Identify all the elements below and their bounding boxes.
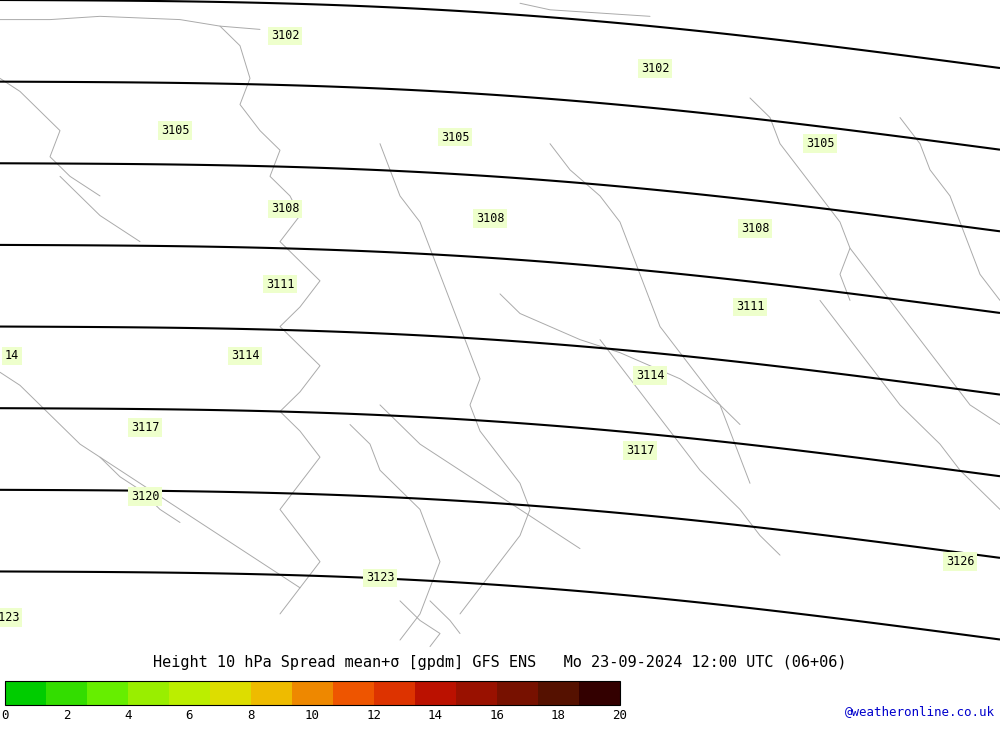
Text: 0: 0 <box>1 709 9 722</box>
Bar <box>333 681 374 705</box>
Bar <box>579 681 620 705</box>
Text: 3108: 3108 <box>271 202 299 216</box>
Bar <box>456 681 497 705</box>
Text: 4: 4 <box>124 709 132 722</box>
Bar <box>251 681 292 705</box>
Text: 3108: 3108 <box>476 213 504 225</box>
Text: 3117: 3117 <box>626 444 654 457</box>
Text: 8: 8 <box>247 709 255 722</box>
Text: 16: 16 <box>490 709 505 722</box>
Text: 3114: 3114 <box>636 369 664 382</box>
Text: 3105: 3105 <box>441 130 469 144</box>
Bar <box>415 681 456 705</box>
Text: 3120: 3120 <box>131 490 159 503</box>
Bar <box>538 681 579 705</box>
Text: 18: 18 <box>551 709 566 722</box>
Bar <box>46 681 87 705</box>
Text: 14: 14 <box>428 709 443 722</box>
Text: 10: 10 <box>305 709 320 722</box>
Text: 3111: 3111 <box>736 301 764 314</box>
Text: 20: 20 <box>612 709 628 722</box>
Bar <box>128 681 169 705</box>
Bar <box>87 681 128 705</box>
Bar <box>374 681 415 705</box>
Bar <box>292 681 333 705</box>
Text: @weatheronline.co.uk: @weatheronline.co.uk <box>845 705 995 718</box>
Text: 3102: 3102 <box>641 62 669 75</box>
Bar <box>5 681 46 705</box>
Text: 3102: 3102 <box>271 29 299 43</box>
Text: 6: 6 <box>186 709 193 722</box>
Text: 3108: 3108 <box>741 222 769 235</box>
Bar <box>169 681 210 705</box>
Text: 14: 14 <box>5 350 19 362</box>
Text: 12: 12 <box>366 709 382 722</box>
Text: 3123: 3123 <box>0 611 19 624</box>
Text: 3105: 3105 <box>161 124 189 137</box>
Text: 3114: 3114 <box>231 350 259 362</box>
Text: 3105: 3105 <box>806 137 834 150</box>
Bar <box>5 681 620 705</box>
Text: 2: 2 <box>63 709 70 722</box>
Bar <box>497 681 538 705</box>
Bar <box>210 681 251 705</box>
Text: 3126: 3126 <box>946 555 974 568</box>
Text: Height 10 hPa Spread mean+σ [gpdm] GFS ENS   Mo 23-09-2024 12:00 UTC (06+06): Height 10 hPa Spread mean+σ [gpdm] GFS E… <box>153 655 847 671</box>
Text: 3111: 3111 <box>266 278 294 290</box>
Text: 3123: 3123 <box>366 572 394 584</box>
Text: 3117: 3117 <box>131 421 159 434</box>
